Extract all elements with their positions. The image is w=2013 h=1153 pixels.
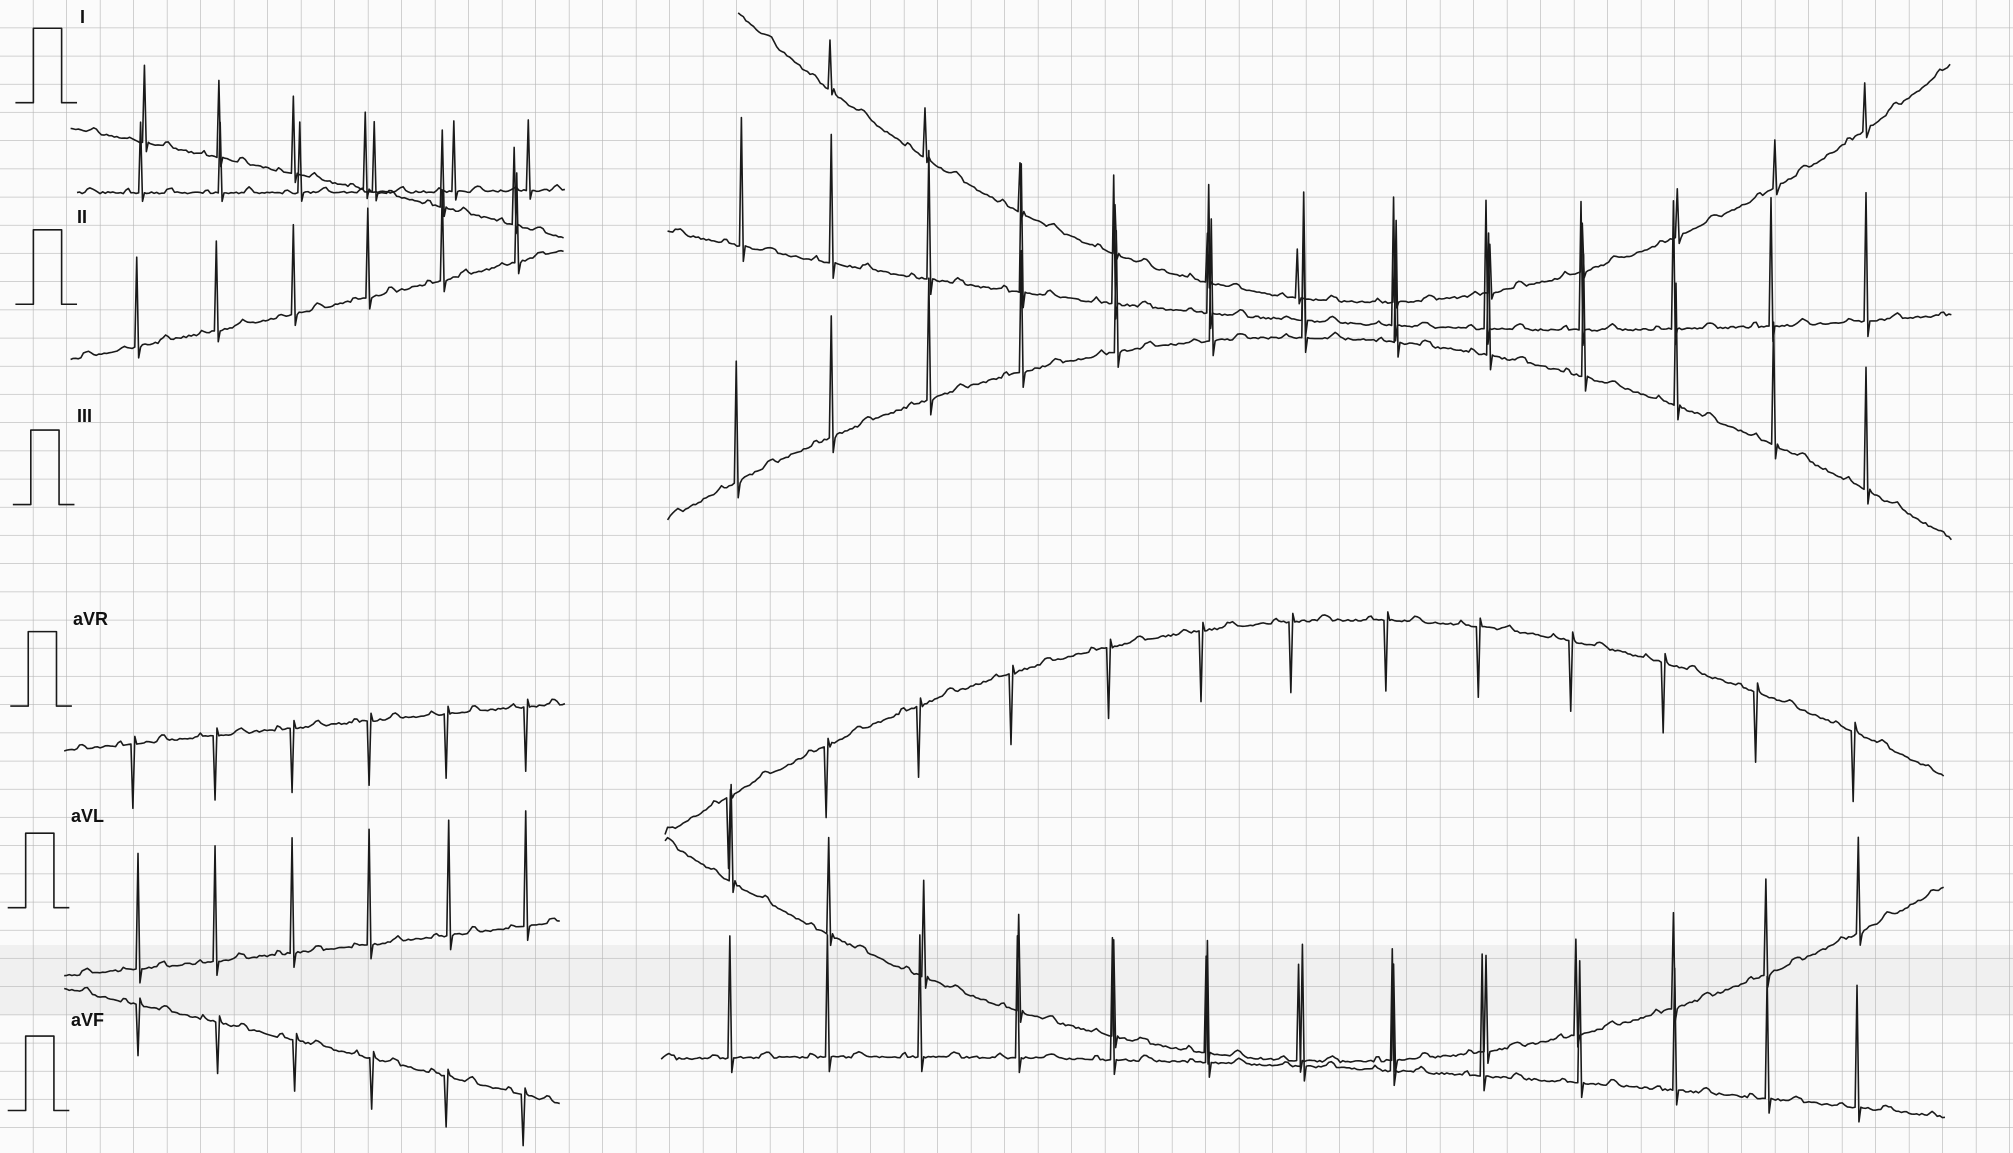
lead-label: aVF (71, 1010, 104, 1030)
lead-label: aVR (73, 609, 108, 629)
grid (0, 0, 2013, 1153)
ecg-page: I II III aVR aVL aVF (0, 0, 2013, 1153)
lead-label: aVL (71, 806, 104, 826)
lead-label: II (77, 207, 87, 227)
ecg-strip: I II III aVR aVL aVF (0, 0, 2013, 1153)
lead-label: III (77, 406, 92, 426)
lead-label: I (80, 7, 85, 27)
